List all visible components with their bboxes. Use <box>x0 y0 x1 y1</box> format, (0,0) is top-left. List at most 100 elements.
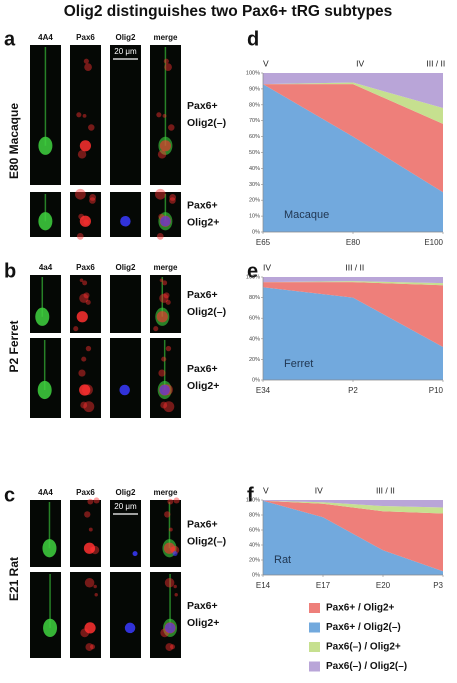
nucleus <box>163 292 170 299</box>
column-header: merge <box>153 488 178 497</box>
nucleus <box>164 622 176 634</box>
species-label: Rat <box>274 554 291 566</box>
area <box>263 84 443 232</box>
column-header: 4a4 <box>39 263 53 272</box>
row-label: Pax6+ <box>187 600 218 612</box>
row-label: Pax6+ <box>187 363 218 375</box>
x-tick-label: E65 <box>256 238 271 247</box>
nucleus <box>156 232 164 240</box>
area <box>263 500 443 572</box>
column-header: Pax6 <box>76 33 95 42</box>
nucleus <box>79 215 91 227</box>
nucleus <box>89 197 96 204</box>
nucleus <box>84 63 92 71</box>
y-tick-label: 50% <box>249 150 260 156</box>
y-tick-label: 90% <box>249 86 260 92</box>
nucleus <box>163 58 169 64</box>
column-header: Olig2 <box>115 263 136 272</box>
nucleus <box>162 113 167 118</box>
x-tick-label: P2 <box>348 386 358 395</box>
nucleus <box>94 593 98 597</box>
y-tick-label: 100% <box>246 497 260 503</box>
micrograph <box>30 500 61 567</box>
nucleus <box>169 194 177 201</box>
nucleus <box>83 401 95 413</box>
stage-annotation: III / II <box>426 58 445 68</box>
legend-label: Pax6+ / Olig2+ <box>326 603 395 614</box>
nucleus <box>85 345 92 352</box>
legend-label: Pax6(–) / Olig2(–) <box>326 661 407 672</box>
y-tick-label: 80% <box>249 295 260 301</box>
nucleus <box>153 326 159 332</box>
y-tick-label: 0% <box>252 377 260 383</box>
panel-letter: d <box>247 28 259 50</box>
nucleus <box>119 384 130 396</box>
stage-annotation: III / II <box>376 485 395 495</box>
row-label: Olig2(–) <box>187 306 226 318</box>
legend-label: Pax6+ / Olig2(–) <box>326 622 401 633</box>
column-header: 4A4 <box>38 33 53 42</box>
nucleus <box>82 113 87 118</box>
scale-bar-label: 20 μm <box>114 502 137 511</box>
row-label: Pax6+ <box>187 289 218 301</box>
x-tick-label: E80 <box>346 238 361 247</box>
sample-label: E21 Rat <box>7 557 21 601</box>
row-label: Olig2(–) <box>187 117 226 129</box>
nucleus <box>165 345 172 352</box>
micrograph <box>70 572 101 658</box>
stage-annotation: III / II <box>345 262 364 272</box>
area <box>263 500 443 514</box>
stage-annotation: V <box>263 485 269 495</box>
x-tick-label: E34 <box>256 386 271 395</box>
cell <box>43 618 58 638</box>
nucleus <box>165 643 174 651</box>
sample-label: P2 Ferret <box>7 320 21 372</box>
nucleus <box>89 194 97 201</box>
cell <box>42 539 57 558</box>
micrograph <box>70 192 101 237</box>
row-label: Olig2+ <box>187 617 219 629</box>
nucleus <box>87 498 94 505</box>
nucleus <box>81 356 87 362</box>
nucleus <box>76 112 82 118</box>
nucleus <box>84 622 96 634</box>
y-tick-label: 0% <box>252 229 260 235</box>
y-tick-label: 60% <box>249 134 260 140</box>
y-tick-label: 40% <box>249 542 260 548</box>
x-tick-label: E14 <box>256 581 271 590</box>
micrograph <box>110 572 141 658</box>
nucleus <box>164 511 171 518</box>
legend-label: Pax6(–) / Olig2+ <box>326 642 401 653</box>
species-label: Macaque <box>284 209 329 221</box>
panel-letter: f <box>247 484 254 506</box>
y-tick-label: 70% <box>249 118 260 124</box>
nucleus <box>158 369 166 377</box>
nucleus <box>162 280 168 286</box>
nucleus <box>79 140 92 152</box>
nucleus <box>156 311 168 323</box>
y-tick-label: 80% <box>249 102 260 108</box>
nucleus <box>93 584 97 589</box>
nucleus <box>82 280 88 286</box>
stage-annotation: V <box>263 58 269 68</box>
nucleus <box>167 498 174 505</box>
y-tick-label: 40% <box>249 336 260 342</box>
nucleus <box>163 401 175 413</box>
x-tick-label: P3 <box>433 581 443 590</box>
y-tick-label: 20% <box>249 557 260 563</box>
y-tick-label: 100% <box>246 70 260 76</box>
nucleus <box>93 497 100 504</box>
micrograph <box>110 45 141 185</box>
nucleus <box>173 584 177 589</box>
x-tick-label: E20 <box>376 581 391 590</box>
cell <box>38 212 53 231</box>
y-tick-label: 60% <box>249 316 260 322</box>
nucleus <box>164 63 172 71</box>
nucleus <box>83 58 89 64</box>
nucleus <box>163 542 176 554</box>
nucleus <box>170 644 176 650</box>
row-label: Pax6+ <box>187 518 218 530</box>
column-header: 4A4 <box>38 488 53 497</box>
column-header: Olig2 <box>115 488 136 497</box>
